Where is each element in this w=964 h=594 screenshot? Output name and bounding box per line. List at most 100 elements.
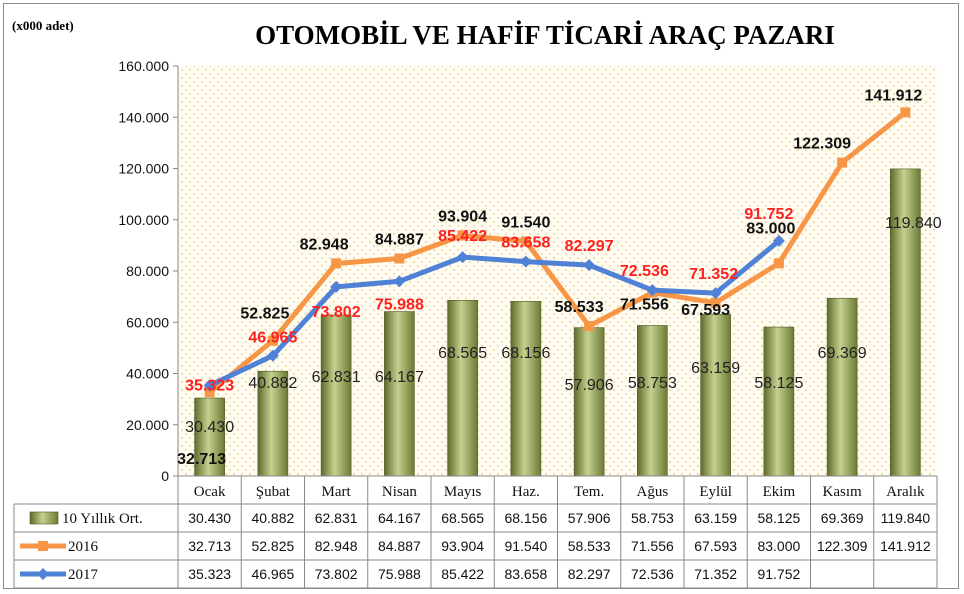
label-2017: 72.536 [620, 263, 669, 280]
y-tick-label: 20.000 [126, 417, 169, 433]
bar [194, 397, 225, 477]
bar-labels: 30.430 40.882 62.831 64.167 68.565 68.156 57.9… [185, 215, 942, 436]
point [266, 349, 279, 362]
category-label: Nisan [382, 484, 417, 500]
category-label: Mayıs [444, 484, 482, 500]
table-cell: 91.752 [757, 566, 800, 582]
table-cell: 82.297 [568, 566, 611, 582]
y-tick-label: 140.000 [118, 109, 169, 125]
category-label: Şubat [256, 484, 291, 500]
table-cell: 119.840 [881, 510, 931, 526]
label-2017: 83.658 [501, 235, 550, 252]
point [646, 284, 659, 297]
bar-label: 64.167 [375, 369, 424, 386]
table-cell: 85.422 [441, 566, 484, 582]
point [709, 287, 722, 300]
category-label: Eylül [699, 484, 732, 500]
label-2016: 71.556 [620, 297, 669, 314]
bar [826, 297, 858, 477]
bar [700, 313, 731, 477]
bar-label: 30.430 [185, 419, 234, 436]
legend-key-2016-marker [38, 541, 48, 551]
legend-name: 2016 [68, 539, 99, 555]
bar [447, 300, 478, 477]
label-2016: 67.593 [681, 302, 730, 319]
point [900, 107, 911, 118]
table-cell: 30.430 [188, 510, 231, 526]
table-cell: 57.906 [568, 510, 611, 526]
series-line [208, 238, 781, 388]
bar [320, 314, 352, 477]
table-cell: 32.713 [188, 538, 231, 554]
point [519, 255, 532, 268]
label-2016: 84.887 [375, 231, 424, 248]
category-label: Tem. [574, 484, 604, 500]
label-2017: 75.988 [375, 296, 424, 313]
table-cell: 83.658 [504, 566, 547, 582]
legend-name: 2017 [68, 567, 99, 583]
label-2017: 91.752 [744, 206, 793, 223]
bar-label: 58.125 [754, 375, 803, 392]
table-cell: 52.825 [251, 538, 294, 554]
category-label: Ekim [763, 484, 796, 500]
label-2016: 32.713 [177, 451, 226, 468]
bar [763, 326, 795, 477]
category-label: Kasım [823, 484, 862, 500]
y-tick-label: 160.000 [118, 58, 169, 74]
bar-label: 68.565 [438, 345, 487, 362]
series-line [208, 110, 907, 395]
table-cell: 63.159 [694, 510, 737, 526]
bar-label: 57.906 [565, 377, 614, 394]
point [204, 387, 215, 398]
point [457, 230, 468, 241]
label-2016: 58.533 [555, 299, 604, 316]
label-2016: 91.540 [501, 214, 550, 231]
table-cell: 75.988 [378, 566, 421, 582]
y-axis: 0 20.000 40.000 60.000 80.000 100.000 120.000 1… [118, 58, 179, 484]
category-label: Aralık [886, 484, 925, 500]
point [393, 275, 406, 288]
line-labels: 32.713 52.825 82.948 84.887 93.904 91.540 58.5… [177, 87, 922, 468]
table-cell: 91.540 [504, 538, 547, 554]
label-2016: 82.948 [300, 236, 349, 253]
label-2017: 73.802 [312, 304, 361, 321]
table-cell: 71.352 [694, 566, 737, 582]
category-label: Ağus [637, 484, 669, 500]
table-cell: 46.965 [251, 566, 294, 582]
legend-key-2017-marker [37, 568, 49, 580]
table-cell: 35.323 [188, 566, 231, 582]
table-cell: 64.167 [378, 510, 421, 526]
table-cell: 69.369 [821, 510, 864, 526]
label-2016: 93.904 [438, 208, 487, 225]
table-cell: 83.000 [757, 538, 800, 554]
table-cell: 71.556 [631, 538, 674, 554]
label-2016: 122.309 [793, 136, 851, 153]
table-cell: 122.309 [817, 538, 868, 554]
point [330, 280, 343, 293]
y-tick-label: 120.000 [118, 161, 169, 177]
chart-title: OTOMOBİL VE HAFİF TİCARİ ARAÇ PAZARI [255, 20, 835, 50]
y-tick-label: 100.000 [118, 212, 169, 228]
bar-label: 58.753 [628, 375, 677, 392]
point [520, 236, 531, 247]
data-table: Ocak Şubat Mart Nisan Mayıs Haz. Tem. Ağus Eylül… [13, 475, 938, 589]
unit-label: (x000 adet) [12, 18, 74, 33]
table-cell: 73.802 [315, 566, 358, 582]
label-2016: 52.825 [240, 306, 289, 323]
point [773, 258, 784, 269]
plot-area [178, 66, 937, 476]
label-2017: 71.352 [689, 266, 738, 283]
point [710, 297, 721, 308]
bar [384, 311, 415, 477]
table-cell: 68.565 [441, 510, 484, 526]
bar [510, 301, 542, 477]
point [837, 157, 848, 168]
bar-series-10yr [194, 168, 921, 477]
table-cell: 58.533 [568, 538, 611, 554]
bar-label: 68.156 [501, 345, 550, 362]
category-label: Ocak [194, 484, 226, 500]
y-tick-label: 0 [161, 468, 169, 484]
point [331, 258, 342, 269]
table-cell: 82.948 [315, 538, 358, 554]
line-series-2017 [203, 234, 785, 392]
